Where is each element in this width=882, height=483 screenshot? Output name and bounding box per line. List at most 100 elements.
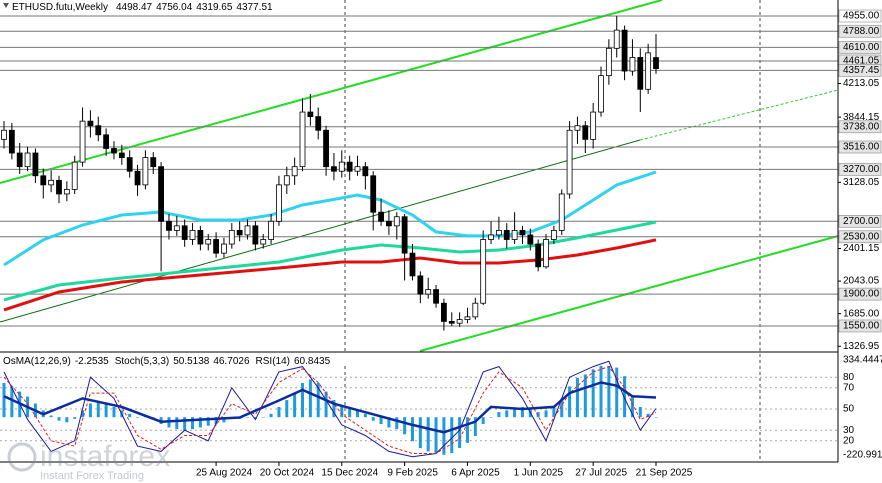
candle-body [323,129,329,168]
candle-body [409,252,416,277]
x-tick-label: 25 Aug 2024 [196,468,253,479]
osma-bar [450,417,454,454]
osma-bar [536,412,540,418]
level-label-box [838,163,882,176]
candle-body [574,125,581,131]
candle-body [511,229,518,240]
high: 4756.04 [156,2,193,13]
level-label: 3738.00 [843,121,880,132]
osma-bar [88,403,92,418]
candle-body [566,129,573,195]
osma-bar [277,406,281,418]
level-label-box [838,41,882,54]
osma-bar [10,386,14,418]
candle-body [63,189,70,195]
trend-line [0,139,641,323]
y-tick-label: 2043.05 [843,276,880,287]
candle-body [519,229,526,236]
candle-body [582,125,589,140]
candle-body [173,225,180,231]
candle-body [1,129,7,140]
candle-body [166,220,172,231]
stoch-main-value: 50.5138 [173,356,210,367]
candle-body [425,289,432,295]
osma-bar [646,413,650,418]
osma-bar [575,377,579,418]
symbol: ETHUSD.futu,Weekly [12,2,108,13]
level-label: 4788.00 [843,26,880,37]
watermark-brand: instaforex [40,440,170,473]
level-label-box [838,319,882,333]
candle-body [464,316,471,320]
y-tick-label: 70 [843,382,855,393]
candle-body [236,229,243,236]
osma-bar [560,398,564,418]
moving-average [3,220,657,302]
osma-bar [316,382,320,418]
y2-axis-label: 334.4447 [843,355,882,366]
level-label-box [838,9,882,23]
osma-bar [403,417,407,435]
candle-body [331,166,337,172]
candle-body [79,120,86,163]
trend-line-extension [639,89,839,141]
x-tick-label: 6 Apr 2025 [451,468,500,479]
osma-bar [410,417,414,442]
osma-bar [379,417,383,425]
y-tick-label: 2401.15 [843,243,880,254]
osma-bar [599,365,603,418]
candle-body [448,321,455,324]
candle-body [550,229,557,240]
candle-body [181,225,188,240]
candle-body [87,120,94,127]
osma-bar [638,406,642,418]
osma-bar [434,417,438,454]
candle-body [480,239,487,304]
y-tick-label: 20 [843,435,855,446]
candle-body [299,111,306,168]
candle-body [441,302,447,322]
osma-bar [371,417,375,421]
indicator-header: OsMA(12,26,9) -2.2535 Stoch(5,3,3) 50.5138 4… [3,356,331,367]
candle-body [228,229,235,245]
osma-bar [458,417,462,448]
plot-area [0,15,838,458]
level-label: 3270.00 [843,164,880,175]
channel-lower [419,235,839,352]
osma-bar [112,406,116,418]
y-tick-label: 3844.15 [843,112,880,123]
osma-bar [96,401,100,418]
osma-label: OsMA(12,26,9) [3,356,71,367]
level-label-box [838,287,882,301]
osma-bar [285,400,289,418]
candle-body [189,229,196,240]
candle-body [142,157,149,186]
level-label: 4461.05 [843,56,880,67]
y-tick-label: 50 [843,404,855,415]
osma-bar [583,374,587,418]
candle-body [543,239,549,268]
header-icon [3,3,9,8]
candle-body [378,211,384,222]
osma-bar [198,417,202,428]
osma-value: -2.2535 [75,356,109,367]
layout [0,0,839,462]
osma-bar [191,417,195,430]
level-label-box [838,24,882,38]
close: 4377.51 [236,2,273,13]
osma-bar [473,417,477,437]
osma-bar [308,379,312,418]
candle-body [433,289,439,304]
osma-bar [591,369,595,418]
rsi-value: 60.8435 [294,356,331,367]
level-label: 2530.00 [843,231,880,242]
x-tick-label: 9 Feb 2025 [387,468,438,479]
watermark: instaforex Instant Forex Trading [7,440,170,482]
candle-body [307,111,314,118]
osma-bar [246,417,250,418]
osma-bar [81,410,85,418]
candle-body [150,157,157,168]
osma-bar [293,393,297,418]
candle-body [346,161,353,172]
osma-bar [387,417,391,428]
